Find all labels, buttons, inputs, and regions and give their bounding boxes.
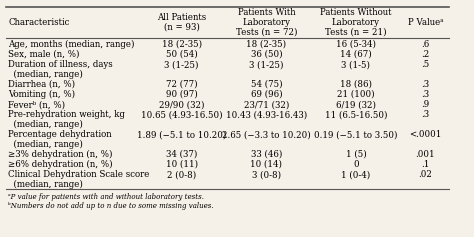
Text: 6/19 (32): 6/19 (32) bbox=[336, 100, 376, 109]
Text: 18 (86): 18 (86) bbox=[340, 80, 372, 89]
Text: 90 (97): 90 (97) bbox=[166, 90, 198, 99]
Text: 2 (0-8): 2 (0-8) bbox=[167, 170, 196, 179]
Text: Tests (n = 21): Tests (n = 21) bbox=[325, 27, 387, 36]
Text: .3: .3 bbox=[421, 110, 429, 119]
Text: .3: .3 bbox=[421, 90, 429, 99]
Text: 29/90 (32): 29/90 (32) bbox=[159, 100, 204, 109]
Text: 3 (1-25): 3 (1-25) bbox=[249, 60, 284, 69]
Text: 1 (5): 1 (5) bbox=[346, 150, 366, 159]
Text: Diarrhea (n, %): Diarrhea (n, %) bbox=[9, 80, 75, 89]
Text: Percentage dehydration: Percentage dehydration bbox=[9, 130, 112, 139]
Text: 69 (96): 69 (96) bbox=[251, 90, 282, 99]
Text: 50 (54): 50 (54) bbox=[166, 50, 198, 59]
Text: .5: .5 bbox=[421, 60, 429, 69]
Text: Patients Without: Patients Without bbox=[320, 8, 392, 17]
Text: 18 (2-35): 18 (2-35) bbox=[162, 40, 202, 49]
Text: (median, range): (median, range) bbox=[9, 70, 83, 79]
Text: .9: .9 bbox=[421, 100, 429, 109]
Text: (median, range): (median, range) bbox=[9, 120, 83, 129]
Text: Feverᵇ (n, %): Feverᵇ (n, %) bbox=[9, 100, 65, 109]
Text: Patients With: Patients With bbox=[237, 8, 295, 17]
Text: ᵇNumbers do not add up to n due to some missing values.: ᵇNumbers do not add up to n due to some … bbox=[9, 202, 214, 210]
Text: .02: .02 bbox=[419, 170, 432, 179]
Text: Laboratory: Laboratory bbox=[332, 18, 380, 27]
Text: ≥3% dehydration (n, %): ≥3% dehydration (n, %) bbox=[9, 150, 113, 159]
Text: Laboratory: Laboratory bbox=[243, 18, 291, 27]
Text: .001: .001 bbox=[416, 150, 435, 159]
Text: 23/71 (32): 23/71 (32) bbox=[244, 100, 289, 109]
Text: Characteristic: Characteristic bbox=[9, 18, 70, 27]
Text: 1.89 (−5.1 to 10.20): 1.89 (−5.1 to 10.20) bbox=[137, 130, 226, 139]
Text: 10 (14): 10 (14) bbox=[250, 160, 283, 169]
Text: All Patients: All Patients bbox=[157, 13, 206, 22]
Text: Vomiting (n, %): Vomiting (n, %) bbox=[9, 90, 75, 99]
Text: 36 (50): 36 (50) bbox=[251, 50, 282, 59]
Text: 16 (5-34): 16 (5-34) bbox=[336, 40, 376, 49]
Text: 3 (0-8): 3 (0-8) bbox=[252, 170, 281, 179]
Text: 1 (0-4): 1 (0-4) bbox=[341, 170, 371, 179]
Text: P Valueᵃ: P Valueᵃ bbox=[408, 18, 443, 27]
Text: 11 (6.5-16.50): 11 (6.5-16.50) bbox=[325, 110, 387, 119]
Text: Tests (n = 72): Tests (n = 72) bbox=[236, 27, 297, 36]
Text: (n = 93): (n = 93) bbox=[164, 22, 200, 31]
Text: 10.43 (4.93-16.43): 10.43 (4.93-16.43) bbox=[226, 110, 307, 119]
Text: Clinical Dehydration Scale score: Clinical Dehydration Scale score bbox=[9, 170, 150, 179]
Text: Duration of illness, days: Duration of illness, days bbox=[9, 60, 113, 69]
Text: <.0001: <.0001 bbox=[410, 130, 442, 139]
Text: .2: .2 bbox=[421, 50, 429, 59]
Text: 18 (2-35): 18 (2-35) bbox=[246, 40, 286, 49]
Text: 0.19 (−5.1 to 3.50): 0.19 (−5.1 to 3.50) bbox=[314, 130, 398, 139]
Text: 14 (67): 14 (67) bbox=[340, 50, 372, 59]
Text: 0: 0 bbox=[353, 160, 359, 169]
Text: 34 (37): 34 (37) bbox=[166, 150, 197, 159]
Text: Pre-rehydration weight, kg: Pre-rehydration weight, kg bbox=[9, 110, 126, 119]
Text: 21 (100): 21 (100) bbox=[337, 90, 375, 99]
Text: 3 (1-5): 3 (1-5) bbox=[341, 60, 371, 69]
Text: (median, range): (median, range) bbox=[9, 180, 83, 189]
Text: 72 (77): 72 (77) bbox=[166, 80, 198, 89]
Text: Sex, male (n, %): Sex, male (n, %) bbox=[9, 50, 80, 59]
Text: (median, range): (median, range) bbox=[9, 140, 83, 149]
Text: .6: .6 bbox=[421, 40, 429, 49]
Text: .1: .1 bbox=[421, 160, 429, 169]
Text: ᵃP value for patients with and without laboratory tests.: ᵃP value for patients with and without l… bbox=[9, 193, 204, 201]
Text: 2.65 (−3.3 to 10.20): 2.65 (−3.3 to 10.20) bbox=[222, 130, 311, 139]
Text: 3 (1-25): 3 (1-25) bbox=[164, 60, 199, 69]
Text: ≥6% dehydration (n, %): ≥6% dehydration (n, %) bbox=[9, 160, 113, 169]
Text: 10 (11): 10 (11) bbox=[165, 160, 198, 169]
Text: Age, months (median, range): Age, months (median, range) bbox=[9, 40, 135, 49]
Text: 33 (46): 33 (46) bbox=[251, 150, 282, 159]
Text: 54 (75): 54 (75) bbox=[251, 80, 282, 89]
Text: .3: .3 bbox=[421, 80, 429, 89]
Text: 10.65 (4.93-16.50): 10.65 (4.93-16.50) bbox=[141, 110, 222, 119]
